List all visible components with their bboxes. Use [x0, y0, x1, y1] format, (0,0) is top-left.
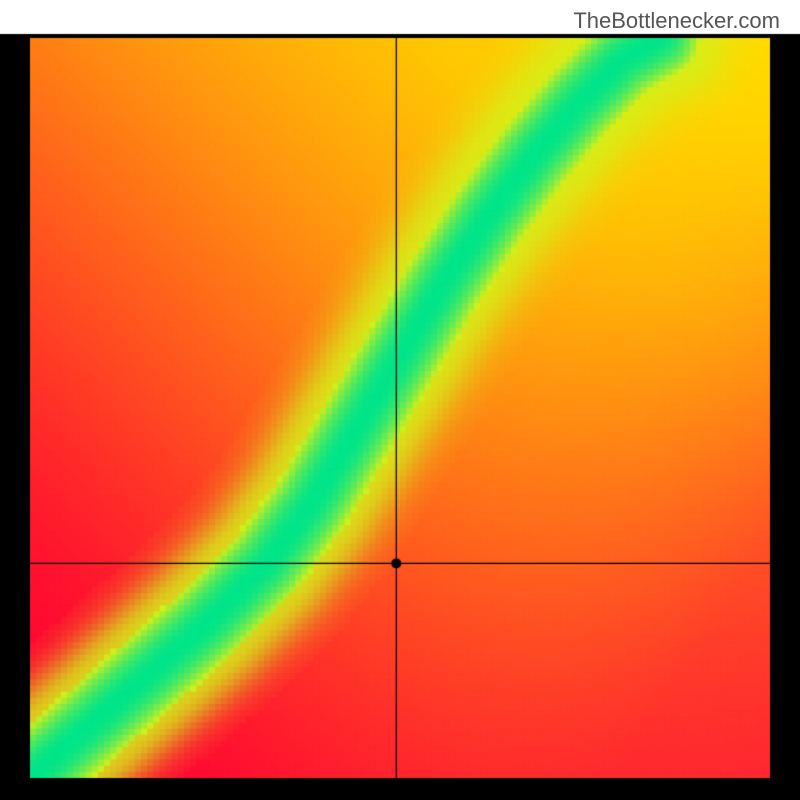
attribution-label: TheBottlenecker.com — [573, 8, 780, 34]
chart-container: TheBottlenecker.com — [0, 0, 800, 800]
bottleneck-heatmap — [0, 0, 800, 800]
